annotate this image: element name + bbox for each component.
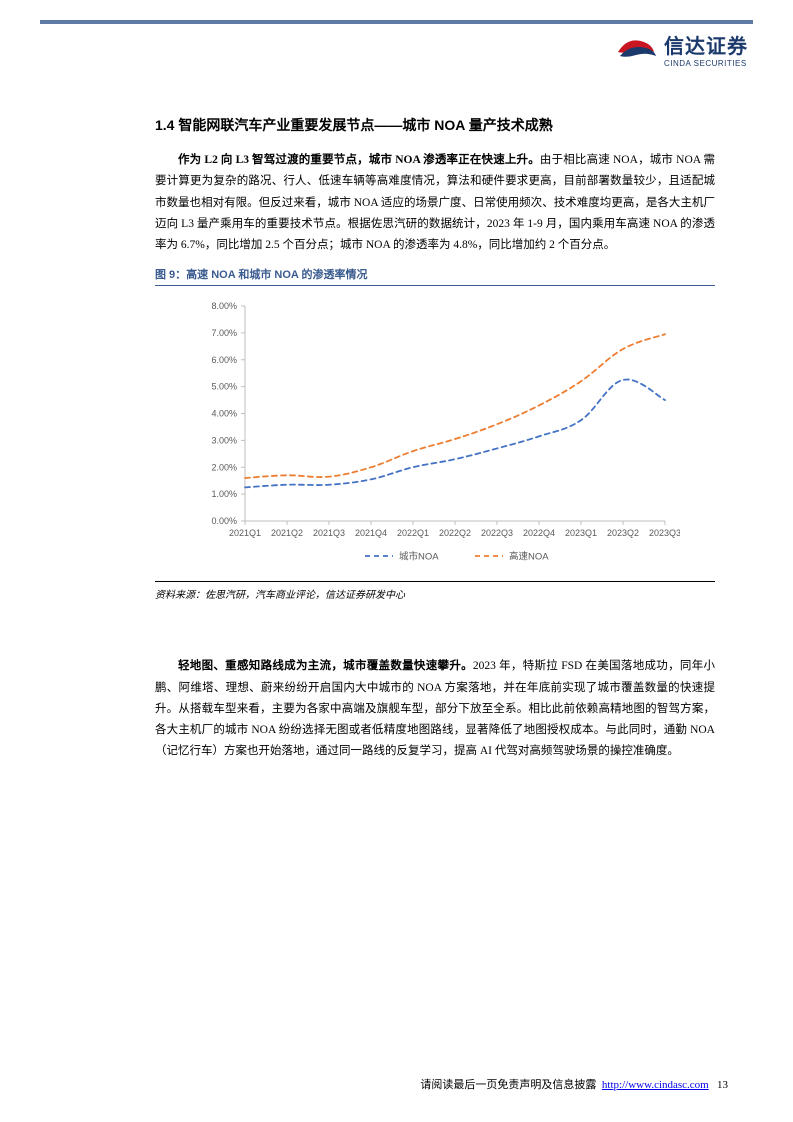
svg-text:7.00%: 7.00% bbox=[211, 328, 237, 338]
svg-text:2021Q2: 2021Q2 bbox=[271, 528, 303, 538]
svg-text:2021Q4: 2021Q4 bbox=[355, 528, 387, 538]
svg-text:4.00%: 4.00% bbox=[211, 409, 237, 419]
svg-text:2022Q1: 2022Q1 bbox=[397, 528, 429, 538]
noa-penetration-chart: 0.00% 1.00% 2.00% 3.00% 4.00% 5.00% 6.00% 7.00%… bbox=[190, 296, 680, 576]
para2-body: 2023 年，特斯拉 FSD 在美国落地成功，同年小鹏、阿维塔、理想、蔚来纷纷开… bbox=[155, 660, 715, 757]
logo-text-en: CINDA SECURITIES bbox=[664, 59, 748, 68]
svg-text:高速NOA: 高速NOA bbox=[509, 551, 549, 563]
section-title-text: 智能网联汽车产业重要发展节点——城市 NOA 量产技术成熟 bbox=[178, 117, 552, 133]
svg-text:5.00%: 5.00% bbox=[211, 382, 237, 392]
main-content: 1.4 智能网联汽车产业重要发展节点——城市 NOA 量产技术成熟 作为 L2 … bbox=[155, 115, 715, 773]
section-heading: 1.4 智能网联汽车产业重要发展节点——城市 NOA 量产技术成熟 bbox=[155, 115, 715, 135]
svg-text:2023Q3: 2023Q3 bbox=[649, 528, 680, 538]
svg-text:2.00%: 2.00% bbox=[211, 463, 237, 473]
para1-body: 由于相比高速 NOA，城市 NOA 需要计算更为复杂的路况、行人、低速车辆等高难… bbox=[155, 154, 715, 251]
para1-bold: 作为 L2 向 L3 智驾过渡的重要节点，城市 NOA 渗透率正在快速上升。 bbox=[178, 154, 540, 166]
section-number: 1.4 bbox=[155, 117, 174, 133]
svg-text:2021Q1: 2021Q1 bbox=[229, 528, 261, 538]
logo-text-cn: 信达证券 bbox=[664, 30, 748, 59]
svg-text:2022Q4: 2022Q4 bbox=[523, 528, 555, 538]
logo-swirl-icon bbox=[614, 34, 658, 64]
svg-text:3.00%: 3.00% bbox=[211, 436, 237, 446]
line-chart-svg: 0.00% 1.00% 2.00% 3.00% 4.00% 5.00% 6.00% 7.00%… bbox=[190, 296, 680, 576]
svg-text:8.00%: 8.00% bbox=[211, 301, 237, 311]
paragraph-1: 作为 L2 向 L3 智驾过渡的重要节点，城市 NOA 渗透率正在快速上升。由于… bbox=[155, 150, 715, 256]
svg-text:2022Q3: 2022Q3 bbox=[481, 528, 513, 538]
svg-text:城市NOA: 城市NOA bbox=[399, 551, 439, 563]
svg-text:6.00%: 6.00% bbox=[211, 355, 237, 365]
svg-text:2023Q2: 2023Q2 bbox=[607, 528, 639, 538]
footer-disclaimer: 请阅读最后一页免责声明及信息披露 bbox=[420, 1079, 596, 1091]
figure-source: 资料来源：佐思汽研，汽车商业评论，信达证券研发中心 bbox=[155, 581, 715, 601]
svg-text:0.00%: 0.00% bbox=[211, 516, 237, 526]
paragraph-2: 轻地图、重感知路线成为主流，城市覆盖数量快速攀升。2023 年，特斯拉 FSD … bbox=[155, 656, 715, 762]
para2-bold: 轻地图、重感知路线成为主流，城市覆盖数量快速攀升。 bbox=[178, 660, 473, 672]
svg-text:2023Q1: 2023Q1 bbox=[565, 528, 597, 538]
company-logo: 信达证券 CINDA SECURITIES bbox=[614, 30, 748, 68]
figure-caption: 图 9：高速 NOA 和城市 NOA 的渗透率情况 bbox=[155, 266, 715, 286]
page-footer: 请阅读最后一页免责声明及信息披露 http://www.cindasc.com … bbox=[420, 1076, 728, 1092]
svg-text:2021Q3: 2021Q3 bbox=[313, 528, 345, 538]
svg-text:2022Q2: 2022Q2 bbox=[439, 528, 471, 538]
page-number: 13 bbox=[717, 1079, 728, 1091]
header-stripe bbox=[40, 20, 753, 24]
footer-link[interactable]: http://www.cindasc.com bbox=[602, 1079, 709, 1091]
svg-text:1.00%: 1.00% bbox=[211, 489, 237, 499]
